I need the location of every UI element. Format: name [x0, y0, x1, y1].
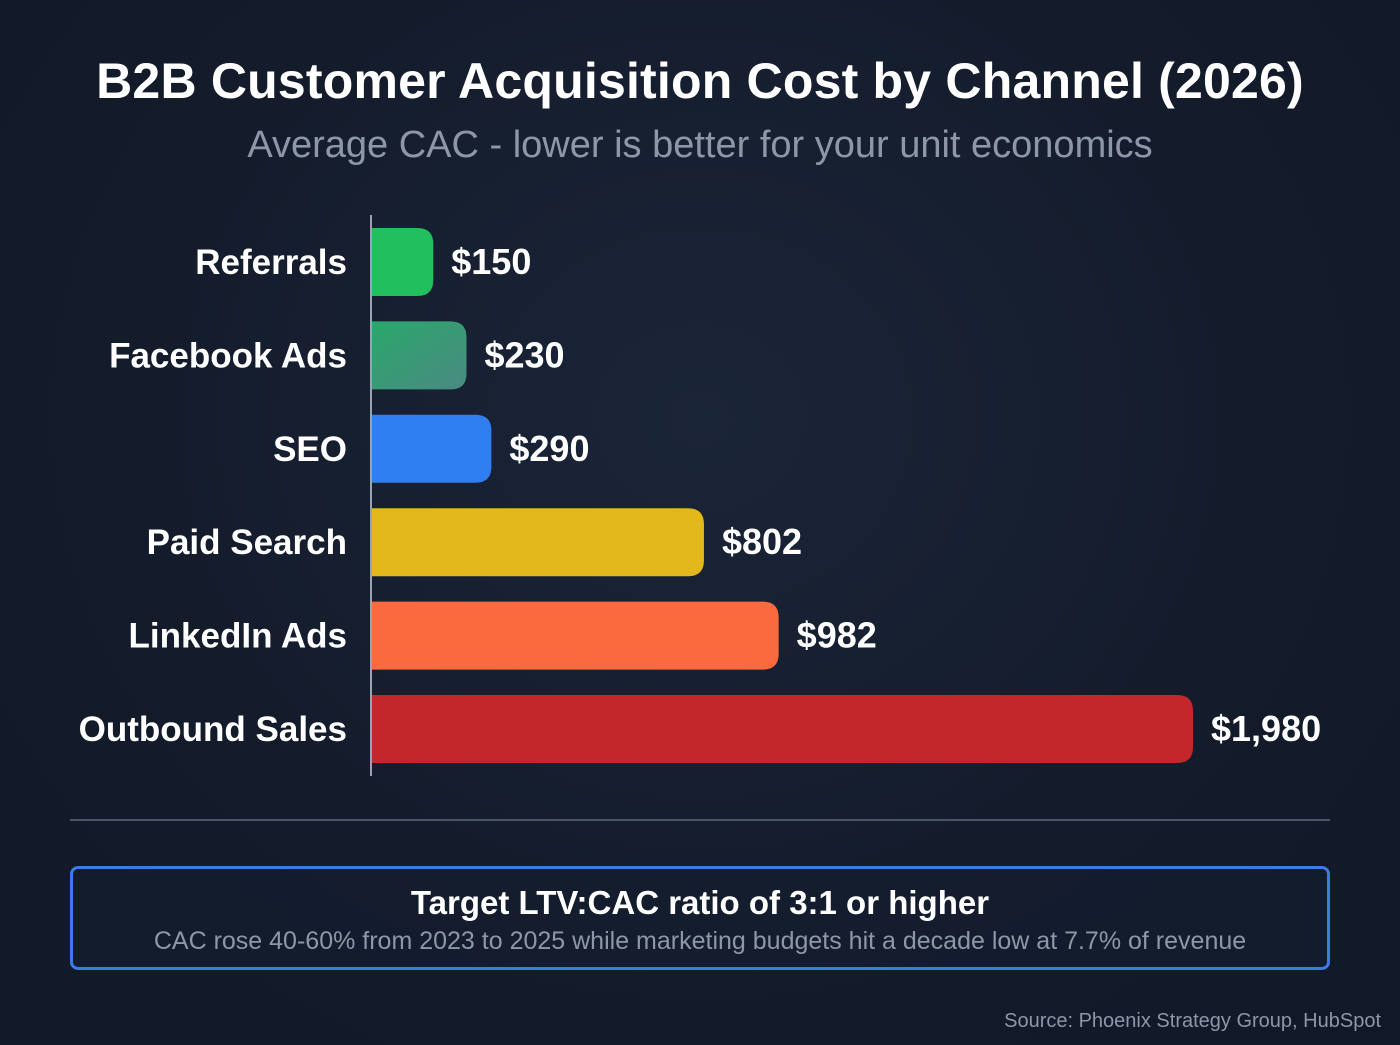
callout-text: CAC rose 40-60% from 2023 to 2025 while …	[153, 927, 1247, 955]
value-label-seo: $290	[509, 428, 589, 469]
category-label-linkedin-ads: LinkedIn Ads	[129, 617, 347, 656]
value-label-facebook-ads: $230	[484, 334, 564, 375]
category-label-outbound-sales: Outbound Sales	[79, 710, 347, 749]
divider	[70, 819, 1330, 821]
category-label-referrals: Referrals	[195, 243, 347, 282]
callout-box: Target LTV:CAC ratio of 3:1 or higher CA…	[70, 866, 1330, 970]
category-label-facebook-ads: Facebook Ads	[109, 336, 347, 375]
bar-referrals	[371, 228, 434, 296]
value-label-outbound-sales: $1,980	[1211, 708, 1321, 749]
bars-group: Referrals $150 Facebook Ads $230 SEO $290 Paid…	[79, 228, 1321, 763]
bar-outbound-sales	[371, 695, 1193, 763]
callout-title: Target LTV:CAC ratio of 3:1 or higher	[410, 884, 990, 921]
bar-linkedin-ads	[371, 601, 779, 670]
bar-seo	[371, 414, 492, 483]
bar-chart: Referrals $150 Facebook Ads $230 SEO $290 Paid…	[79, 215, 1321, 776]
category-label-paid-search: Paid Search	[147, 523, 347, 562]
category-label-seo: SEO	[273, 430, 347, 469]
bar-facebook-ads	[371, 321, 467, 390]
chart-title: B2B Customer Acquisition Cost by Channel…	[96, 53, 1304, 109]
bar-paid-search	[371, 508, 704, 577]
value-label-paid-search: $802	[722, 521, 802, 562]
value-label-referrals: $150	[451, 241, 531, 282]
value-label-linkedin-ads: $982	[797, 615, 877, 656]
chart-subtitle: Average CAC - lower is better for your u…	[247, 124, 1153, 166]
source-note: Source: Phoenix Strategy Group, HubSpot	[1004, 1010, 1381, 1032]
